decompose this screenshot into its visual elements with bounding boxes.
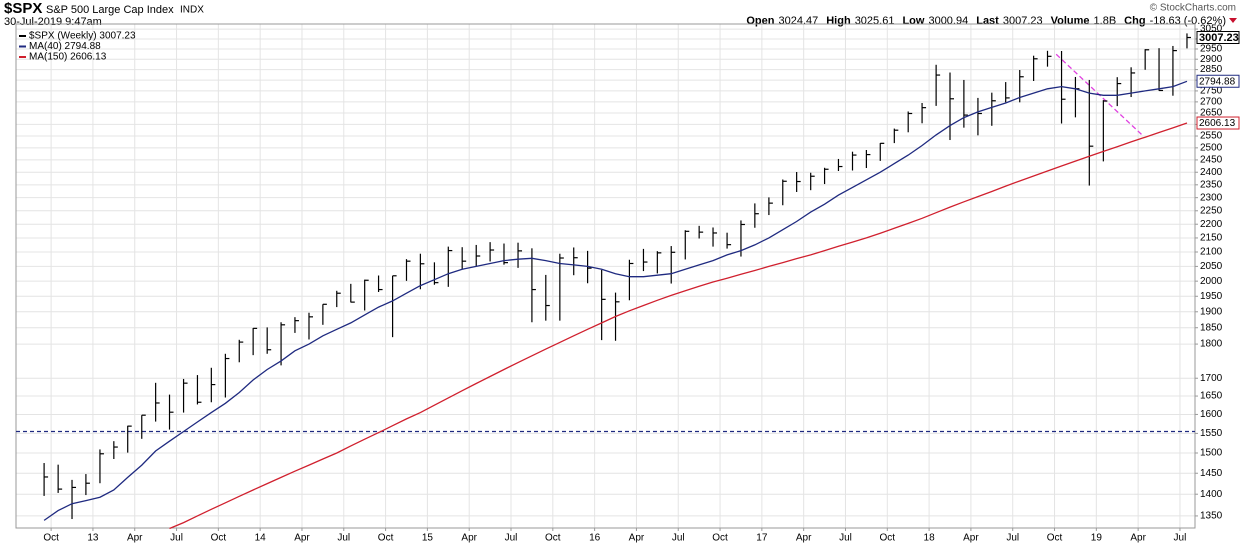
y-tick-label: 1350 bbox=[1200, 511, 1223, 522]
date: 30-Jul-2019 9:47am bbox=[4, 16, 102, 28]
y-tick-label: 1900 bbox=[1200, 306, 1223, 317]
x-tick-label: 16 bbox=[589, 533, 601, 544]
quote-label: Open bbox=[746, 15, 774, 27]
symbol: $SPX bbox=[4, 0, 42, 17]
x-tick-label: Apr bbox=[629, 533, 645, 544]
y-tick-label: 1450 bbox=[1200, 468, 1223, 479]
plot-frame bbox=[15, 23, 1196, 529]
x-tick-label: 13 bbox=[87, 533, 99, 544]
change-arrow bbox=[1229, 18, 1237, 23]
y-tick-label: 2850 bbox=[1200, 64, 1223, 75]
y-tick-label: 3050 bbox=[1200, 24, 1223, 35]
x-tick-label: Jul bbox=[672, 533, 685, 544]
x-tick-label: Apr bbox=[963, 533, 979, 544]
quote-value: 1.8B bbox=[1094, 15, 1117, 27]
quote-bar: Open 3024.47 High 3025.61 Low 3000.94 Last 3007… bbox=[746, 15, 1226, 27]
x-tick-label: Jul bbox=[505, 533, 518, 544]
moving-average bbox=[43, 80, 1188, 521]
y-tick-label: 2450 bbox=[1200, 155, 1223, 166]
moving-average bbox=[169, 122, 1188, 530]
y-tick-label: 2000 bbox=[1200, 276, 1223, 287]
y-tick-label: 2200 bbox=[1200, 219, 1223, 230]
exchange: INDX bbox=[180, 5, 204, 16]
price-tag bbox=[1196, 74, 1240, 88]
x-tick-label: 18 bbox=[924, 533, 936, 544]
y-tick-label: 2500 bbox=[1200, 142, 1223, 153]
quote-value: 3024.47 bbox=[778, 15, 818, 27]
x-tick-label: Jul bbox=[337, 533, 350, 544]
quote-value: 3000.94 bbox=[928, 15, 968, 27]
y-tick-label: 1600 bbox=[1200, 409, 1223, 420]
x-tick-label: 15 bbox=[422, 533, 434, 544]
legend-label: MA(150) 2606.13 bbox=[29, 52, 107, 63]
quote-value: 3007.23 bbox=[1003, 15, 1043, 27]
x-tick-label: Oct bbox=[211, 533, 227, 544]
price-tag bbox=[1196, 31, 1240, 45]
y-tick-label: 2650 bbox=[1200, 108, 1223, 119]
x-tick-label: 14 bbox=[255, 533, 267, 544]
x-tick-label: Oct bbox=[43, 533, 59, 544]
y-tick-label: 1700 bbox=[1200, 373, 1223, 384]
x-tick-label: Oct bbox=[1047, 533, 1063, 544]
x-tick-label: Oct bbox=[545, 533, 561, 544]
x-tick-label: Oct bbox=[880, 533, 896, 544]
price-tag-label: 2606.13 bbox=[1199, 118, 1236, 129]
price-tag-label: 3007.23 bbox=[1199, 32, 1239, 44]
y-tick-label: 1550 bbox=[1200, 428, 1223, 439]
x-tick-label: Jul bbox=[839, 533, 852, 544]
y-tick-label: 2700 bbox=[1200, 97, 1223, 108]
y-tick-label: 2050 bbox=[1200, 261, 1223, 272]
quote-label: Chg bbox=[1124, 15, 1145, 27]
x-tick-label: Jul bbox=[1174, 533, 1187, 544]
x-tick-label: Jul bbox=[170, 533, 183, 544]
y-tick-label: 2400 bbox=[1200, 167, 1223, 178]
y-tick-label: 2550 bbox=[1200, 131, 1223, 142]
x-tick-label: 17 bbox=[756, 533, 768, 544]
x-tick-label: Oct bbox=[712, 533, 728, 544]
y-tick-label: 2150 bbox=[1200, 233, 1223, 244]
y-tick-label: 2250 bbox=[1200, 205, 1223, 216]
y-tick-label: 2300 bbox=[1200, 192, 1223, 203]
x-tick-label: Jul bbox=[1006, 533, 1019, 544]
price-tag-label: 2794.88 bbox=[1199, 76, 1236, 87]
y-tick-label: 1650 bbox=[1200, 391, 1223, 402]
y-tick-label: 1500 bbox=[1200, 448, 1223, 459]
y-tick-label: 2950 bbox=[1200, 44, 1223, 55]
y-tick-label: 2350 bbox=[1200, 179, 1223, 190]
quote-value: 3025.61 bbox=[855, 15, 895, 27]
x-tick-label: Oct bbox=[378, 533, 394, 544]
copyright: © StockCharts.com bbox=[1150, 3, 1236, 14]
x-tick-label: Apr bbox=[796, 533, 812, 544]
x-tick-label: Apr bbox=[294, 533, 310, 544]
quote-label: Volume bbox=[1051, 15, 1090, 27]
legend-label: $SPX (Weekly) 3007.23 bbox=[29, 31, 136, 42]
y-tick-label: 2900 bbox=[1200, 54, 1223, 65]
y-tick-label: 1850 bbox=[1200, 322, 1223, 333]
y-tick-label: 1950 bbox=[1200, 291, 1223, 302]
legend-label: MA(40) 2794.88 bbox=[29, 41, 101, 52]
quote-label: High bbox=[826, 15, 851, 27]
quote-label: Low bbox=[902, 15, 924, 27]
y-tick-label: 2750 bbox=[1200, 86, 1223, 97]
x-tick-label: 19 bbox=[1091, 533, 1103, 544]
x-tick-label: Apr bbox=[127, 533, 143, 544]
index-name: S&P 500 Large Cap Index bbox=[46, 4, 174, 16]
y-tick-label: 1400 bbox=[1200, 489, 1223, 500]
y-tick-label: 2100 bbox=[1200, 247, 1223, 258]
quote-label: Last bbox=[976, 15, 999, 27]
y-tick-label: 1800 bbox=[1200, 339, 1223, 350]
x-tick-label: Apr bbox=[461, 533, 477, 544]
x-tick-label: Apr bbox=[1130, 533, 1146, 544]
price-tag bbox=[1196, 116, 1240, 130]
